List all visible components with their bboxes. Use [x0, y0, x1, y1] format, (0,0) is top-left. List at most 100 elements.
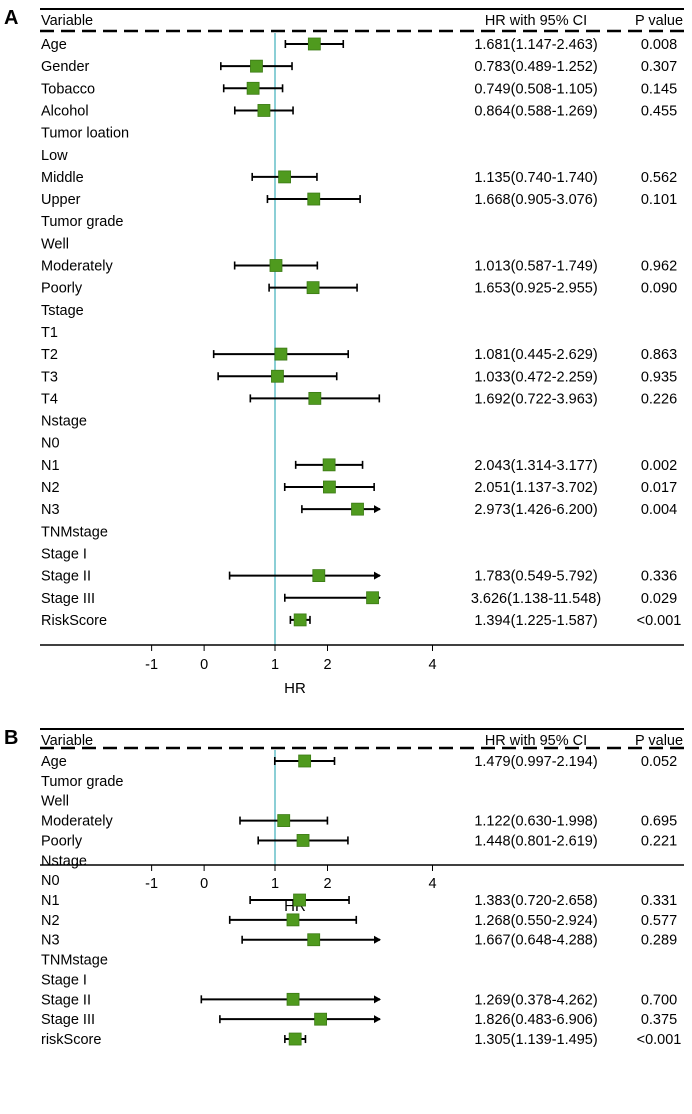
hr-ci-value: 0.783(0.489-1.252) [474, 59, 597, 75]
hr-ci-value: 1.681(1.147-2.463) [474, 37, 597, 53]
row-label: Stage II [41, 992, 91, 1008]
hr-marker [286, 913, 300, 927]
hr-ci-value: 1.826(0.483-6.906) [474, 1012, 597, 1028]
row-poorly: Poorly 1.653(0.925-2.955) 0.090 [41, 281, 677, 297]
hr-marker [250, 59, 263, 73]
row-label: Nstage [41, 414, 87, 430]
row-tumor-loation: Tumor loation [41, 126, 129, 142]
row-age: Age 1.681(1.147-2.463) 0.008 [41, 37, 677, 53]
hr-ci-value: 1.269(0.378-4.262) [474, 992, 597, 1008]
row-label: N1 [41, 893, 60, 909]
row-label: N0 [41, 436, 60, 452]
hr-ci-value: 1.135(0.740-1.740) [474, 170, 597, 186]
hr-marker [277, 814, 291, 827]
panel-label: B [4, 727, 18, 749]
row-label: Stage I [41, 546, 87, 562]
row-moderately: Moderately 1.122(0.630-1.998) 0.695 [41, 814, 677, 830]
row-tnmstage: TNMstage [41, 953, 108, 969]
ci-arrow-icon [374, 505, 381, 514]
p-value: 0.226 [641, 391, 677, 407]
row-label: Upper [41, 192, 81, 208]
row-n1: N1 2.043(1.314-3.177) 0.002 [41, 458, 677, 474]
hr-ci-value: 3.626(1.138-11.548) [471, 591, 601, 607]
row-stage-i: Stage I [41, 546, 87, 562]
hr-ci-value: 1.305(1.139-1.495) [474, 1032, 597, 1048]
row-label: T2 [41, 347, 58, 363]
hr-marker [298, 754, 312, 768]
axis-tick-label: 2 [323, 657, 331, 673]
ci-arrow-icon [374, 995, 381, 1004]
hr-ci-value: 1.479(0.997-2.194) [474, 754, 597, 770]
hr-ci-value: 1.448(0.801-2.619) [474, 833, 597, 849]
hr-marker [306, 281, 320, 295]
ci-arrow-icon [374, 935, 381, 944]
forest-panel-b: B Variable HR with 95% CI P value-1 0 1 2 4HRAg… [4, 727, 684, 1048]
p-value: 0.002 [641, 458, 677, 474]
p-value: 0.375 [641, 1012, 677, 1028]
hr-marker [274, 347, 288, 361]
column-header-hr-ci: HR with 95% CI [485, 13, 587, 29]
p-value: 0.004 [641, 502, 677, 518]
row-label: T3 [41, 369, 58, 385]
hr-marker [366, 591, 379, 605]
hr-marker [288, 1032, 302, 1046]
p-value: 0.145 [641, 81, 677, 97]
p-value: <0.001 [637, 1032, 682, 1048]
hr-marker [322, 458, 336, 472]
hr-marker [246, 81, 260, 95]
hr-marker [286, 992, 300, 1006]
p-value: 0.336 [641, 569, 677, 585]
axis-tick-label: -1 [145, 876, 158, 892]
hr-marker [307, 37, 321, 51]
p-value: 0.863 [641, 347, 677, 363]
row-tstage: Tstage [41, 303, 84, 319]
forest-panel-a: A Variable HR with 95% CI P value -1 0 1 2 4 HR Ag… [4, 7, 684, 697]
hr-marker [314, 1012, 328, 1026]
row-label: Stage I [41, 972, 87, 988]
row-label: Nstage [41, 853, 87, 869]
column-header-variable: Variable [41, 733, 93, 749]
hr-ci-value: 1.268(0.550-2.924) [474, 913, 597, 929]
row-tnmstage: TNMstage [41, 524, 108, 540]
row-riskscore: RiskScore 1.394(1.225-1.587) <0.001 [41, 613, 681, 629]
row-label: N3 [41, 502, 60, 518]
row-label: Moderately [41, 814, 113, 830]
hr-ci-value: 1.033(0.472-2.259) [474, 369, 597, 385]
row-tumor-grade: Tumor grade [41, 774, 123, 790]
ci-arrow-icon [374, 1015, 381, 1024]
hr-ci-value: 1.013(0.587-1.749) [474, 259, 597, 275]
row-label: Tumor grade [41, 774, 123, 790]
p-value: 0.700 [641, 992, 677, 1008]
row-alcohol: Alcohol 0.864(0.588-1.269) 0.455 [41, 103, 677, 119]
hr-marker [293, 893, 306, 907]
p-value: 0.695 [641, 814, 677, 830]
row-label: Gender [41, 59, 90, 75]
hr-marker [307, 192, 321, 206]
row-n2: N2 1.268(0.550-2.924) 0.577 [41, 913, 677, 929]
row-tobacco: Tobacco 0.749(0.508-1.105) 0.145 [41, 81, 677, 97]
row-label: Low [41, 148, 68, 164]
axis-tick-label: 0 [200, 657, 208, 673]
p-value: 0.455 [641, 103, 677, 119]
hr-ci-value: 1.383(0.720-2.658) [474, 893, 597, 909]
row-label: N1 [41, 458, 60, 474]
row-n1: N1 1.383(0.720-2.658) 0.331 [41, 893, 677, 909]
hr-ci-value: 1.394(1.225-1.587) [474, 613, 597, 629]
row-stage-ii: Stage II 1.783(0.549-5.792) 0.336 [41, 569, 677, 585]
axis-tick-label: -1 [145, 657, 158, 673]
column-header-hr-ci: HR with 95% CI [485, 733, 587, 749]
hr-marker [271, 369, 284, 383]
axis-tick-label: 1 [271, 657, 279, 673]
row-t4: T4 1.692(0.722-3.963) 0.226 [41, 391, 677, 407]
row-label: RiskScore [41, 613, 107, 629]
p-value: 0.029 [641, 591, 677, 607]
row-label: N2 [41, 913, 60, 929]
row-t3: T3 1.033(0.472-2.259) 0.935 [41, 369, 677, 385]
row-n3: N3 2.973(1.426-6.200) 0.004 [41, 502, 677, 518]
row-label: Age [41, 37, 67, 53]
row-nstage: Nstage [41, 853, 87, 869]
row-tumor-grade: Tumor grade [41, 214, 123, 230]
hr-marker [312, 569, 326, 582]
row-low: Low [41, 148, 68, 164]
